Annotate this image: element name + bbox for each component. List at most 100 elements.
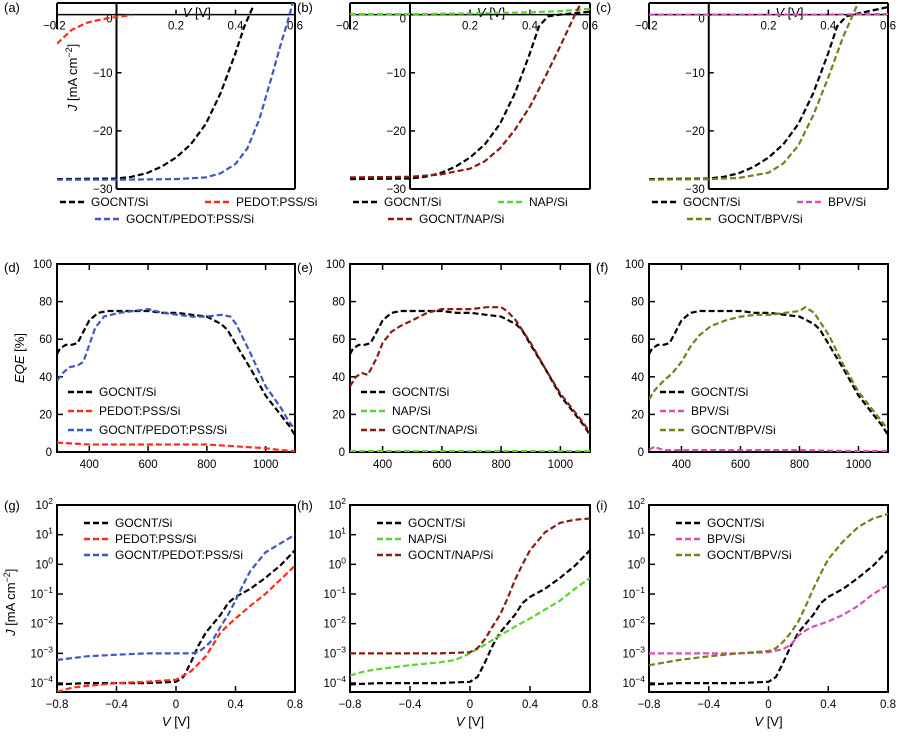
legend-entry: GOCNT/BPV/Si [718,212,803,226]
y-tick-label: 102 [627,496,645,512]
panel-label: (c) [596,0,611,15]
y-tick-label: 100 [627,555,645,571]
series-line-bpv-si [649,584,888,655]
legend-entry: GOCNT/Si [691,385,748,399]
legend-entry: GOCNT/PEDOT:PSS/Si [99,423,227,437]
x-tick-label: 0.4 [820,21,837,33]
plot-frame [349,504,591,693]
y-tick-label: −30 [685,184,705,196]
y-tick-label: 101 [35,526,53,542]
series-lines [57,533,295,692]
y-tick-label: 10−2 [623,615,646,631]
y-tick-label: 0 [339,447,345,459]
panel-i: (i) −0.8 −0.4 0 0.4 0.8 10−4 10−3 10−2 10−1 100 101… [596,496,896,729]
series-lines [350,306,590,452]
x-tick-label: 0.8 [287,699,303,711]
series-line-pedot-pss-si [57,14,132,45]
x-tick-label: 0.4 [522,699,539,711]
x-axis-label: V [V] [754,714,782,729]
legend-entry: GOCNT/NAP/Si [419,212,504,226]
y-tick-label: 10−3 [623,644,646,660]
x-tick-label: −0.8 [638,699,661,711]
legend-entry: NAP/Si [529,195,568,209]
y-tick-label: 100 [328,555,346,571]
x-tick-label: −0.2 [336,21,359,33]
legend-entry: GOCNT/NAP/Si [408,548,493,562]
panel-f: (f) 400 600 800 1000 0 20 40 60 80 100 GOCNT/Si BPV/… [596,259,889,471]
x-tick-label: −0.2 [635,21,658,33]
series-line-nap-si [350,7,590,16]
y-tick-label: 60 [332,334,345,346]
x-tick-label: 0.6 [582,21,598,33]
panel-label: (b) [297,0,313,15]
series-lines [649,512,888,686]
legend-entry: GOCNT/Si [91,195,148,209]
x-tick-label: 0.4 [820,699,837,711]
x-tick-label: 0.4 [522,21,539,33]
x-axis-label: V [V] [456,714,484,729]
series-lines [649,3,888,181]
legend: GOCNT/Si PEDOT:PSS/Si GOCNT/PEDOT:PSS/Si [60,195,317,226]
panel-label: (g) [4,498,20,513]
series-line-bpv-si [649,445,888,452]
legend-entry: NAP/Si [408,532,447,546]
x-tick-label: 0 [467,699,473,711]
plot-frame [648,504,889,693]
y-tick-label: 0 [106,14,112,26]
x-tick-label: 400 [80,459,99,471]
x-tick-label: 0 [765,699,771,711]
y-tick-label: 40 [631,372,644,384]
y-tick-label: 0 [638,447,644,459]
y-tick-label: −30 [93,184,113,196]
x-tick-label: 0.2 [168,21,184,33]
x-tick-label: 0.2 [462,21,478,33]
x-tick-label: 1000 [548,459,574,471]
y-tick-label: 100 [326,259,345,271]
y-tick-label: 80 [39,297,52,309]
series-line-pedot-pss-si [57,441,295,452]
legend: GOCNT/Si PEDOT:PSS/Si GOCNT/PEDOT:PSS/Si [68,385,227,437]
series-line-gocnt-bpv-si [649,306,888,431]
y-tick-label: 20 [631,409,644,421]
y-tick-label: 80 [332,297,345,309]
y-tick-label: 10−4 [623,674,646,690]
y-tick-label: 10−1 [623,585,646,601]
panel-label: (d) [4,260,20,275]
x-tick-label: −0.8 [46,699,69,711]
x-tick-label: 600 [432,459,451,471]
series-lines [649,306,888,452]
series-line-gocnt-nap-si [350,306,590,434]
x-tick-label: 1000 [253,459,279,471]
x-tick-label: 0.2 [761,21,777,33]
series-lines [350,517,590,686]
y-tick-label: 100 [35,555,53,571]
x-tick-label: −0.4 [697,699,720,711]
plot-frame [56,263,296,453]
y-tick-label: 10−4 [31,674,54,690]
y-tick-label: 80 [631,297,644,309]
x-axis-label: V [V] [162,714,190,729]
legend-entry: GOCNT/Si [392,385,449,399]
y-tick-label: 10−3 [324,644,347,660]
legend-entry: GOCNT/Si [707,516,764,530]
series-line-gocnt-si [350,549,590,686]
x-tick-label: −0.4 [105,699,128,711]
legend: GOCNT/Si BPV/Si GOCNT/BPV/Si [676,516,792,562]
x-tick-label: 0.4 [228,21,245,33]
y-tick-label: 101 [328,526,346,542]
legend-entry: BPV/Si [707,532,745,546]
legend-entry: BPV/Si [691,404,729,418]
y-tick-label: 102 [35,496,53,512]
series-line-gocnt-si [57,549,295,686]
y-tick-label: −10 [386,68,406,80]
x-tick-label: 0.8 [880,699,896,711]
panel-b: (b)−0.2 0.2 0.4 0.60−10−20−30V [V]GOCNT/Si N… [297,0,598,226]
y-tick-label: 60 [631,334,644,346]
legend: GOCNT/Si NAP/Si GOCNT/NAP/Si [377,516,493,562]
legend: GOCNT/Si BPV/Si GOCNT/BPV/Si [652,195,866,226]
series-line-gocnt-si [649,6,888,181]
legend-entry: GOCNT/BPV/Si [691,423,776,437]
y-tick-label: 40 [332,372,345,384]
panel-c: (c) −0.2 0.2 0.4 0.6 0 −10 −20 −30 V [V] GOCNT/Si B… [596,0,896,226]
